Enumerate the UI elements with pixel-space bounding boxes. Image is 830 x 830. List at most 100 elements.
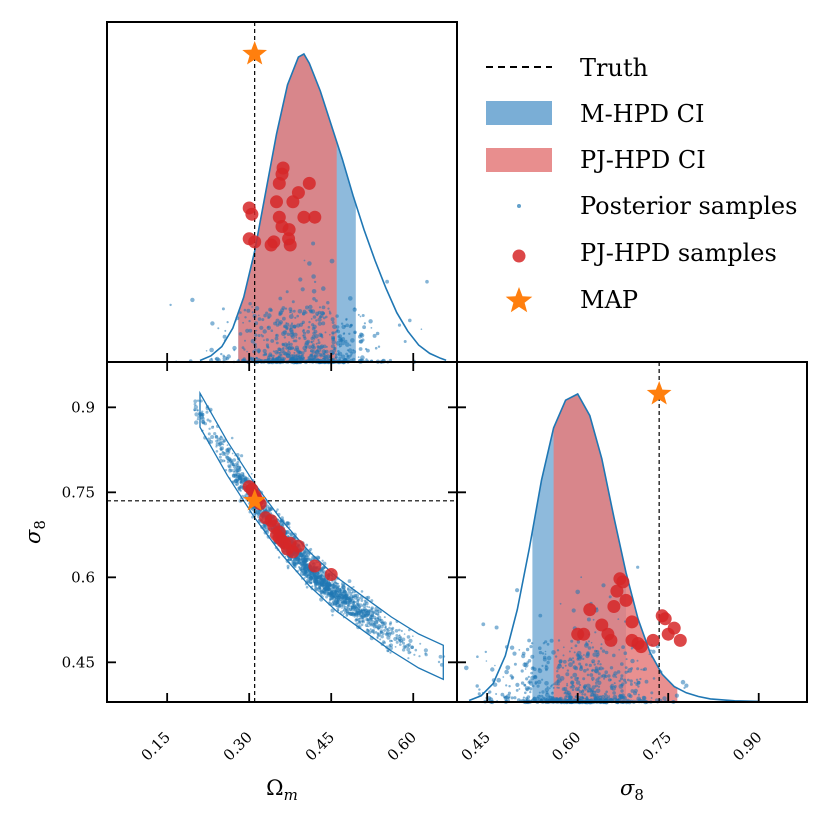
omega-m-marginal-panel: [106, 21, 458, 365]
joint-sample-point: [345, 602, 348, 605]
sigma-8-sample-point: [494, 625, 499, 630]
joint-sample-point: [408, 628, 411, 632]
omega-m-sample-point: [324, 331, 327, 334]
sigma-8-sample-point: [556, 682, 560, 686]
sigma-8-sample-point: [495, 693, 498, 695]
sigma-8-sample-point: [502, 676, 505, 678]
omega-m-tick-label: 0.45: [302, 728, 338, 764]
joint-sample-point: [262, 523, 266, 527]
sigma-8-sample-point: [600, 643, 603, 646]
sigma-8-sample-point: [518, 688, 521, 690]
joint-sample-point: [243, 477, 245, 480]
joint-sample-point: [388, 646, 393, 651]
omega-m-sample-point: [272, 350, 275, 353]
sigma-8-sample-point: [597, 685, 601, 688]
sigma-8-pjhpd-point: [673, 633, 687, 647]
sigma-8-sample-point: [527, 681, 531, 684]
omega-m-sample-point: [317, 338, 320, 342]
sigma-8-sample-point: [551, 684, 553, 687]
omega-m-sample-point: [265, 311, 269, 315]
omega-m-sample-point: [267, 354, 271, 358]
omega-m-sample-point: [328, 312, 332, 315]
omega-m-sample-point: [312, 315, 317, 319]
joint-sample-point: [221, 450, 224, 453]
omega-m-sample-point: [316, 345, 320, 349]
joint-sample-point: [215, 439, 219, 443]
sigma-8-sample-point: [608, 695, 611, 697]
sigma-8-sample-point: [525, 687, 529, 692]
omega-m-pjhpd-point: [291, 186, 305, 200]
joint-sample-point: [423, 648, 428, 653]
joint-sample-point: [371, 620, 375, 624]
sigma-8-sample-point: [575, 589, 580, 595]
omega-m-sample-point: [310, 340, 314, 344]
sigma-8-sample-point: [637, 685, 640, 688]
joint-sample-point: [397, 638, 401, 642]
joint-sample-point: [197, 416, 200, 419]
sigma-8-sample-point: [610, 686, 614, 690]
joint-sample-point: [407, 657, 410, 660]
joint-sample-point: [227, 464, 231, 468]
joint-sample-point: [305, 581, 308, 584]
sigma-8-sample-point: [478, 688, 481, 691]
joint-sample-point: [210, 425, 215, 429]
joint-sample-point: [236, 460, 240, 464]
omega-m-sample-point: [361, 314, 365, 317]
omega-m-sample-point: [244, 339, 246, 342]
joint-sample-point: [345, 612, 349, 616]
omega-m-sample-point: [359, 332, 364, 337]
omega-m-pjhpd-point: [308, 210, 322, 224]
sigma-8-sample-point: [545, 692, 550, 698]
sigma-8-sample-point: [484, 650, 487, 654]
joint-sample-point: [364, 613, 367, 616]
sigma-8-sample-point: [564, 695, 568, 700]
omega-m-sample-point: [239, 311, 242, 314]
omega-m-sample-point: [232, 345, 237, 351]
sigma-8-marginal-panel: 0.45 0.60 0.75 0.90: [456, 361, 808, 764]
sigma-8-sample-point: [581, 693, 584, 696]
sigma-8-sample-point: [571, 608, 576, 613]
omega-m-sample-point: [316, 314, 319, 317]
joint-sample-point: [349, 594, 354, 600]
sigma-8-sample-point: [525, 647, 530, 652]
joint-sample-point: [354, 618, 358, 621]
sigma-8-sample-point: [556, 679, 560, 683]
sigma-8-sample-point: [633, 681, 636, 684]
omega-m-sample-point: [289, 324, 294, 329]
joint-sample-point: [350, 599, 355, 603]
sigma-8-sample-point: [538, 691, 541, 694]
sigma-8-sample-point: [522, 696, 526, 699]
omega-m-pjhpd-samples: [242, 161, 322, 252]
omega-m-sample-point: [345, 323, 350, 328]
sigma-8-sample-point: [556, 674, 561, 679]
sigma-8-sample-point: [609, 666, 614, 670]
sigma-8-sample-point: [500, 692, 505, 697]
sigma-8-sample-point: [530, 654, 535, 659]
x-axis-label-sigma-8: σ8: [620, 776, 644, 804]
omega-m-sample-point: [254, 306, 260, 311]
joint-sample-point: [208, 419, 212, 423]
sigma-8-pjhpd-point: [583, 603, 597, 617]
joint-sample-point: [414, 648, 418, 652]
sigma-8-sample-point: [544, 653, 547, 655]
joint-sample-point: [221, 451, 226, 456]
sigma-8-pjhpd-point: [604, 633, 618, 647]
omega-m-sample-point: [331, 321, 335, 324]
omega-m-sample-point: [259, 325, 264, 330]
joint-sample-point: [229, 461, 234, 466]
joint-sample-point: [230, 436, 234, 440]
sigma-8-sample-point: [568, 650, 571, 653]
omega-m-sample-point: [315, 349, 319, 353]
omega-m-sample-point: [251, 306, 253, 308]
joint-sample-point: [341, 607, 343, 609]
sigma-8-sample-point: [620, 662, 624, 666]
sigma-8-pjhpd-point: [616, 575, 630, 589]
omega-m-sample-point: [307, 357, 312, 362]
omega-m-sample-point: [340, 340, 346, 346]
sigma-8-sample-point: [485, 660, 488, 662]
joint-sample-point: [339, 610, 343, 614]
sigma-8-sample-point: [644, 679, 649, 684]
joint-sample-point: [222, 443, 225, 446]
joint-sample-point: [210, 435, 215, 439]
